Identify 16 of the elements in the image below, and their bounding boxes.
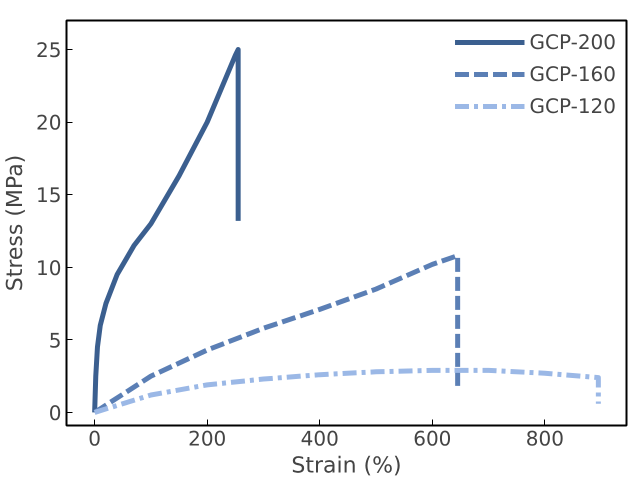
legend-label: GCP-120	[530, 94, 616, 118]
x-axis-title: Strain (%)	[291, 454, 402, 478]
y-tick-label: 15	[36, 183, 62, 208]
y-axis-title: Stress (MPa)	[3, 154, 28, 292]
x-tick-label: 0	[88, 426, 102, 450]
x-tick-label: 800	[526, 426, 564, 450]
x-tick-label: 400	[300, 426, 339, 450]
y-tick-label: 20	[36, 110, 62, 135]
y-tick-label: 0	[48, 400, 62, 425]
x-tick-label: 200	[188, 426, 226, 450]
y-tick-label: 10	[36, 256, 62, 280]
y-tick-label: 25	[36, 38, 62, 62]
y-tick-label: 5	[48, 328, 62, 352]
x-tick-label: 600	[413, 426, 452, 450]
legend-label: GCP-200	[530, 30, 616, 54]
legend-label: GCP-160	[530, 62, 616, 86]
